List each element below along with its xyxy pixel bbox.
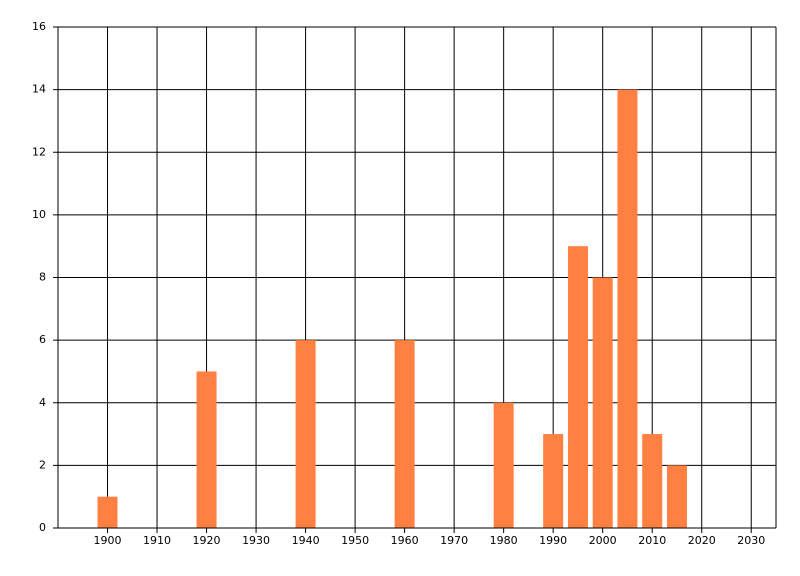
y-tick-label: 4 (39, 396, 46, 409)
x-tick-label: 1990 (539, 534, 567, 547)
x-tick-label: 2030 (737, 534, 765, 547)
y-tick-label: 8 (39, 271, 46, 284)
bar (196, 371, 217, 528)
x-tick-label: 1980 (490, 534, 518, 547)
x-tick-label: 2000 (589, 534, 617, 547)
bar (295, 340, 316, 528)
y-tick-label: 16 (32, 20, 46, 33)
y-tick-label: 12 (32, 145, 46, 158)
bar (666, 465, 687, 528)
bar (592, 277, 613, 528)
x-tick-label: 1950 (341, 534, 369, 547)
x-tick-label: 1930 (242, 534, 270, 547)
x-tick-label: 2010 (638, 534, 666, 547)
y-tick-label: 0 (39, 521, 46, 534)
y-tick-label: 2 (39, 458, 46, 471)
bar (567, 246, 588, 528)
bar (642, 434, 663, 528)
x-tick-label: 1970 (440, 534, 468, 547)
x-tick-label: 1920 (193, 534, 221, 547)
x-tick-label: 1960 (391, 534, 419, 547)
y-tick-label: 6 (39, 333, 46, 346)
bar (493, 402, 514, 528)
x-tick-label: 2020 (688, 534, 716, 547)
bar (97, 496, 118, 528)
x-tick-label: 1910 (143, 534, 171, 547)
bar (394, 340, 415, 528)
x-tick-label: 1940 (292, 534, 320, 547)
bar (617, 89, 638, 528)
x-tick-label: 1900 (94, 534, 122, 547)
bar (543, 434, 564, 528)
y-tick-label: 14 (32, 83, 46, 96)
y-tick-label: 10 (32, 208, 46, 221)
